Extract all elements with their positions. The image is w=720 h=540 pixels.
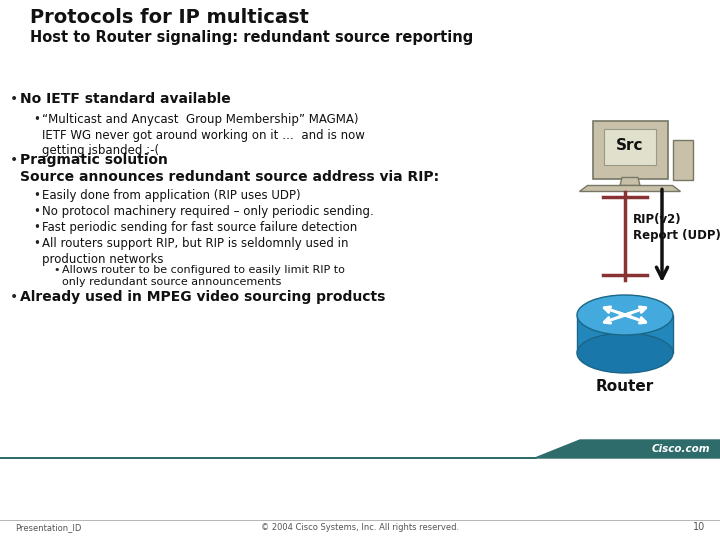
Text: Src: Src [616, 138, 644, 152]
Text: No protocol machinery required – only periodic sending.: No protocol machinery required – only pe… [42, 205, 374, 218]
Polygon shape [577, 315, 673, 353]
Text: Fast periodic sending for fast source failure detection: Fast periodic sending for fast source fa… [42, 221, 357, 234]
Polygon shape [620, 178, 640, 186]
Text: •: • [33, 221, 40, 234]
Text: Easily done from application (RIP uses UDP): Easily done from application (RIP uses U… [42, 189, 301, 202]
Text: •: • [53, 265, 60, 275]
Text: 10: 10 [693, 522, 705, 532]
FancyBboxPatch shape [604, 129, 656, 165]
Text: •: • [33, 113, 40, 126]
Text: •: • [33, 189, 40, 202]
Polygon shape [580, 186, 680, 192]
Ellipse shape [577, 295, 673, 335]
Text: Already used in MPEG video sourcing products: Already used in MPEG video sourcing prod… [20, 290, 385, 304]
FancyBboxPatch shape [673, 140, 693, 180]
Text: •: • [10, 153, 18, 167]
Text: RIP(v2)
Report (UDP): RIP(v2) Report (UDP) [633, 213, 720, 242]
Text: Host to Router signaling: redundant source reporting: Host to Router signaling: redundant sour… [30, 30, 473, 45]
Text: Pragmatic solution
Source announces redundant source address via RIP:: Pragmatic solution Source announces redu… [20, 153, 439, 184]
Text: No IETF standard available: No IETF standard available [20, 92, 230, 106]
Text: © 2004 Cisco Systems, Inc. All rights reserved.: © 2004 Cisco Systems, Inc. All rights re… [261, 523, 459, 532]
Text: Protocols for IP multicast: Protocols for IP multicast [30, 8, 309, 27]
Text: •: • [10, 290, 18, 304]
Polygon shape [0, 440, 720, 458]
FancyBboxPatch shape [593, 121, 667, 179]
Text: Allows router to be configured to easily limit RIP to
only redundant source anno: Allows router to be configured to easily… [62, 265, 345, 287]
Text: •: • [10, 92, 18, 106]
Text: Presentation_ID: Presentation_ID [15, 523, 81, 532]
Text: “Multicast and Anycast  Group Membership” MAGMA)
IETF WG never got around workin: “Multicast and Anycast Group Membership”… [42, 113, 365, 157]
Text: Cisco.com: Cisco.com [652, 444, 710, 454]
Text: All routers support RIP, but RIP is seldomnly used in
production networks: All routers support RIP, but RIP is seld… [42, 237, 348, 266]
Ellipse shape [577, 333, 673, 373]
Text: Router: Router [596, 379, 654, 394]
Text: •: • [33, 205, 40, 218]
Text: •: • [33, 237, 40, 250]
